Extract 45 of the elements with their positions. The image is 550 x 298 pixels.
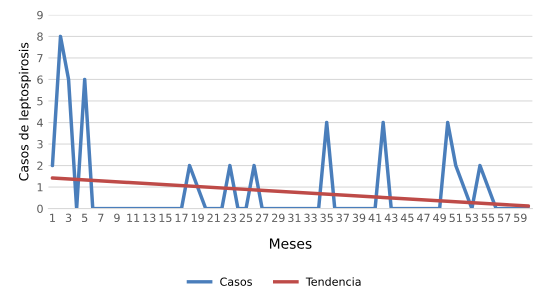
- y-tick-label: 2: [37, 162, 42, 170]
- x-tick-label: 43: [384, 214, 398, 222]
- x-tick-label: 15: [160, 214, 172, 222]
- x-tick-label: 37: [336, 214, 349, 222]
- x-tick-label: 25: [240, 214, 252, 222]
- x-tick-label: 27: [256, 214, 268, 222]
- x-tick-label: 47: [416, 214, 430, 222]
- x-tick-label: 3: [66, 214, 72, 222]
- y-tick-label: 9: [37, 10, 43, 20]
- y-tick-label: 7: [37, 54, 43, 62]
- y-axis-title: Casos de leptospirosis: [18, 42, 31, 181]
- x-tick-label: 33: [304, 214, 317, 222]
- y-tick-label: 3: [37, 140, 43, 148]
- x-tick-label: 57: [498, 214, 510, 222]
- x-tick-label: 5: [82, 214, 88, 222]
- y-tick-label: 0: [37, 204, 43, 213]
- legend-label: Tendencia: [306, 277, 361, 286]
- x-tick-label: 51: [450, 214, 462, 222]
- x-tick-label: 17: [176, 214, 188, 222]
- y-tick-label: 8: [37, 32, 43, 41]
- x-tick-label: 59: [514, 214, 527, 222]
- x-tick-label: 35: [320, 214, 333, 222]
- y-tick-label: 5: [37, 97, 43, 106]
- x-tick-label: 1: [50, 214, 55, 222]
- x-axis-title: Meses: [270, 238, 312, 249]
- x-tick-label: 13: [143, 214, 156, 222]
- x-tick-label: 23: [224, 214, 236, 222]
- legend-label: Casos: [220, 277, 252, 286]
- x-tick-label: 21: [208, 214, 220, 222]
- x-tick-label: 29: [272, 214, 285, 222]
- y-tick-label: 6: [37, 75, 43, 84]
- y-tick-label: 1: [38, 183, 43, 192]
- x-tick-label: 31: [288, 214, 300, 222]
- x-tick-label: 55: [482, 214, 494, 222]
- x-tick-label: 49: [433, 214, 446, 222]
- x-tick-label: 7: [98, 214, 104, 222]
- x-tick-label: 53: [466, 214, 478, 222]
- x-tick-label: 39: [352, 214, 366, 222]
- y-tick-label: 4: [37, 118, 43, 127]
- line-series: [50, 34, 530, 209]
- x-tick-label: 9: [114, 214, 120, 222]
- x-tick-label: 41: [368, 214, 382, 222]
- x-tick-label: 19: [192, 214, 204, 222]
- x-tick-label: 45: [400, 214, 414, 222]
- x-tick-label: 11: [127, 214, 140, 222]
